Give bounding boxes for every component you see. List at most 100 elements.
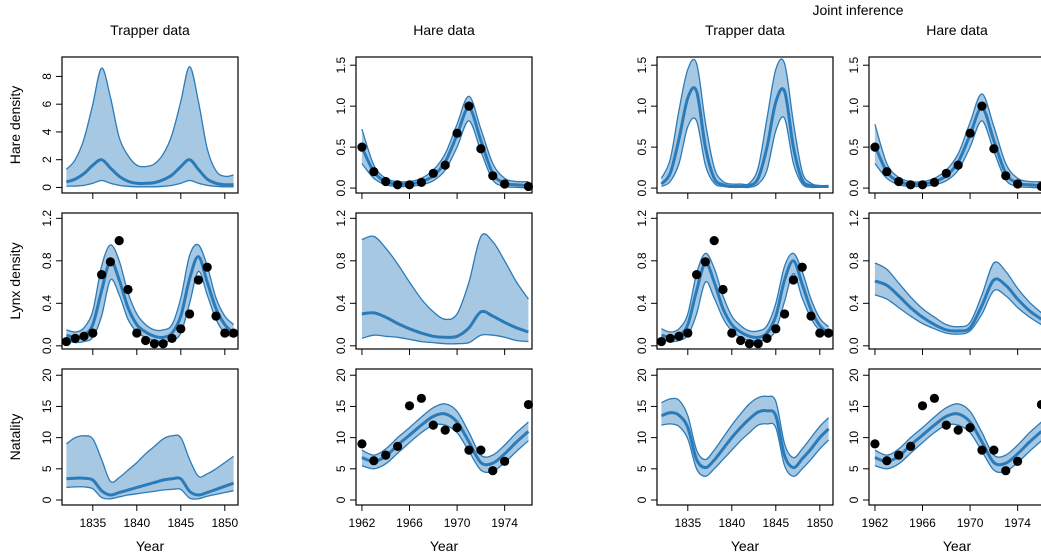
data-point xyxy=(929,393,940,403)
credible-band xyxy=(361,403,529,473)
credible-band xyxy=(66,66,234,187)
median-line xyxy=(660,86,829,189)
data-point xyxy=(965,423,975,433)
data-point xyxy=(500,179,510,189)
x-tick-label: 1970 xyxy=(444,516,471,530)
x-tick-label: 1840 xyxy=(123,516,150,530)
credible-band xyxy=(661,59,829,188)
data-point xyxy=(953,160,963,170)
data-point xyxy=(762,333,772,343)
data-point xyxy=(692,270,702,280)
x-axis-label: Year xyxy=(430,538,459,554)
data-point xyxy=(989,144,999,154)
x-tick-label: 1962 xyxy=(349,516,376,530)
y-tick-label: 0.5 xyxy=(334,138,348,155)
data-point xyxy=(488,171,498,181)
y-tick-label: 0.8 xyxy=(40,252,54,269)
column-title: Trapper data xyxy=(705,22,785,38)
panel-frame xyxy=(355,212,533,350)
y-tick-label: 15 xyxy=(40,399,54,413)
data-point xyxy=(894,450,904,460)
credible-band xyxy=(874,403,1041,473)
data-point xyxy=(105,257,115,267)
x-tick-label: 1962 xyxy=(862,516,889,530)
y-tick-label: 20 xyxy=(334,368,348,382)
median-line xyxy=(873,106,1041,188)
data-point xyxy=(656,336,667,347)
data-point xyxy=(149,339,159,349)
data-point xyxy=(440,425,450,435)
data-point xyxy=(70,333,80,343)
panel-frame xyxy=(656,212,834,350)
data-point xyxy=(700,257,711,267)
data-point xyxy=(416,177,427,187)
y-tick-label: 10 xyxy=(334,431,348,445)
chart-panel: 0 5 10 15 20 1835 1840 1845 1850 xyxy=(635,368,834,530)
data-point xyxy=(977,445,987,455)
plot-area xyxy=(361,233,529,345)
band-lower-line xyxy=(361,333,529,345)
data-point xyxy=(917,401,928,411)
column-title: Trapper data xyxy=(110,22,190,38)
row-label: Hare density xyxy=(7,86,23,165)
y-tick-label: 1.2 xyxy=(635,210,649,227)
data-point xyxy=(211,311,221,321)
y-tick-label: 20 xyxy=(847,368,861,382)
row-label: Natality xyxy=(7,414,23,461)
x-tick-label: 1974 xyxy=(1004,516,1031,530)
panel-frame xyxy=(868,56,1041,194)
data-point xyxy=(357,142,367,152)
panel-frame xyxy=(61,368,239,506)
data-point xyxy=(393,180,403,190)
y-tick-label: 0.0 xyxy=(847,337,861,354)
y-tick-label: 5 xyxy=(847,465,861,472)
panel-frame xyxy=(61,212,239,350)
y-tick-label: 0 xyxy=(40,496,54,503)
data-point xyxy=(476,144,486,154)
y-tick-label: 0.8 xyxy=(635,252,649,269)
band-upper-line xyxy=(361,233,529,321)
y-tick-label: 0.4 xyxy=(40,295,54,312)
band-upper-line xyxy=(874,261,1041,328)
x-tick-label: 1850 xyxy=(806,516,833,530)
x-tick-label: 1966 xyxy=(909,516,936,530)
y-tick-label: 0.0 xyxy=(40,337,54,354)
plot-area xyxy=(66,434,235,500)
y-tick-label: 10 xyxy=(847,431,861,445)
y-tick-label: 0.8 xyxy=(334,252,348,269)
chart-panel: 0.0 0.4 0.8 1.2 xyxy=(40,210,239,355)
y-tick-label: 6 xyxy=(40,101,54,108)
data-point xyxy=(1036,181,1041,192)
y-tick-label: 1.0 xyxy=(847,98,861,115)
y-tick-label: 15 xyxy=(847,399,861,413)
x-tick-label: 1835 xyxy=(79,516,106,530)
x-axis-label: Year xyxy=(943,538,972,554)
credible-band xyxy=(66,435,234,500)
band-upper-line xyxy=(65,66,234,178)
chart-panel: 0.0 0.5 1.0 1.5 xyxy=(847,56,1041,199)
chart-panel: 0 5 10 15 20 1962 1966 1970 1974 xyxy=(847,368,1041,530)
y-tick-label: 5 xyxy=(334,465,348,472)
y-tick-label: 0.0 xyxy=(334,179,348,196)
band-lower-line xyxy=(361,423,529,474)
band-upper-line xyxy=(361,403,529,458)
median-line xyxy=(661,259,830,339)
data-point xyxy=(61,336,71,347)
data-point xyxy=(464,101,474,111)
panel-frame xyxy=(355,56,533,194)
data-point xyxy=(665,333,675,343)
data-point xyxy=(1036,399,1041,410)
y-tick-label: 1.5 xyxy=(847,57,861,74)
panels: 0 2 4 6 8 0.0 0.5 1.0 1.5 0.0 0.5 1.0 1.5 0.0 0.5 1.0 1.… xyxy=(40,56,1041,530)
y-tick-label: 8 xyxy=(40,73,54,80)
data-point xyxy=(185,309,195,319)
data-point xyxy=(393,441,403,451)
median-line xyxy=(66,255,235,339)
row-label: Lynx density xyxy=(7,242,23,319)
data-point xyxy=(709,236,719,246)
data-point xyxy=(683,328,693,338)
data-point xyxy=(736,335,746,346)
data-point xyxy=(88,328,98,338)
plot-area xyxy=(65,66,234,188)
y-tick-label: 0 xyxy=(635,496,649,503)
